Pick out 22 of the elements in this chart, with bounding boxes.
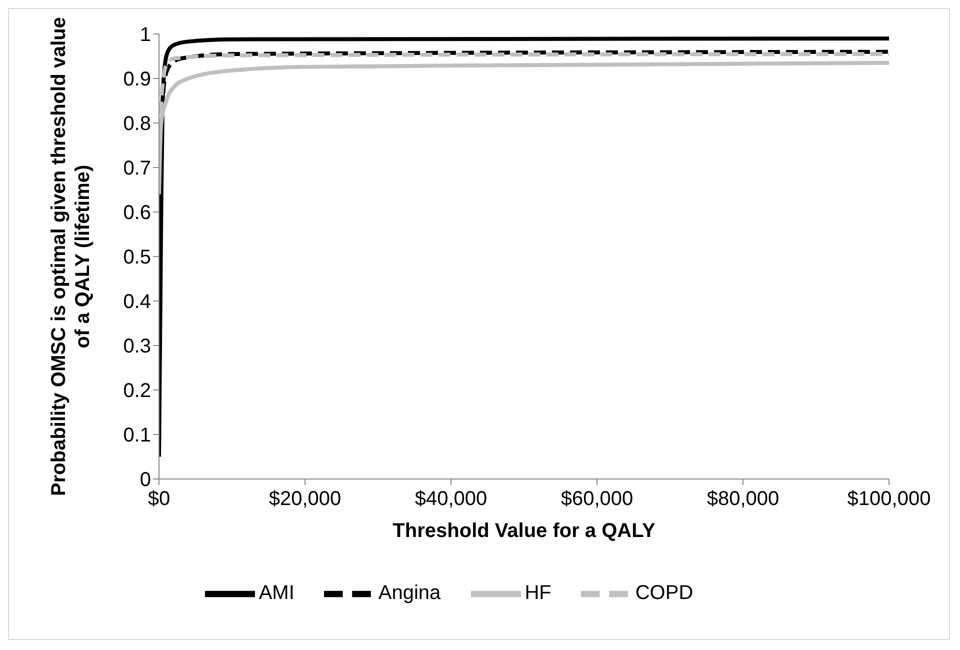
y-tick-label: 0.1 xyxy=(123,424,151,447)
x-tick-label: $80,000 xyxy=(706,488,780,510)
legend-label: AMI xyxy=(258,582,294,604)
legend-label: Angina xyxy=(378,582,441,604)
y-tick-label: 0.2 xyxy=(123,380,151,402)
y-tick-label: 0.9 xyxy=(123,68,151,91)
y-tick-label: 0.3 xyxy=(123,336,151,358)
x-tick-label: $60,000 xyxy=(560,488,634,510)
x-tick-label: $40,000 xyxy=(414,488,488,510)
x-tick-label: $20,000 xyxy=(268,488,342,510)
y-tick-label: 1 xyxy=(140,24,151,46)
y-tick-label: 0.4 xyxy=(123,291,151,314)
y-tick-label: 0.5 xyxy=(123,246,151,269)
y-tick-label: 0.8 xyxy=(123,113,151,136)
line-series xyxy=(159,36,889,459)
x-axis-title: Threshold Value for a QALY xyxy=(392,520,656,542)
y-tick-label: 0.6 xyxy=(123,202,151,224)
y-tick-label: 0.7 xyxy=(123,158,151,180)
y-axis-title: Probability OMSC is optimal given threshold value of a QALY (lifetime) xyxy=(48,17,94,496)
x-tick-label: $100,000 xyxy=(847,488,931,510)
legend-label: COPD xyxy=(635,582,694,604)
legend-label: HF xyxy=(524,582,552,604)
